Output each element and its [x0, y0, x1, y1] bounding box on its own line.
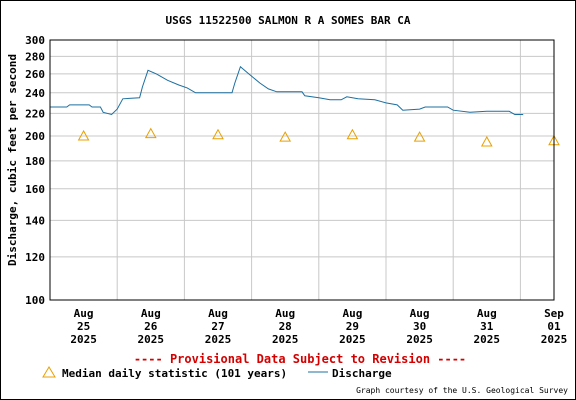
y-tick-label: 180: [25, 155, 45, 168]
y-tick-labels: 100 120 140 160 180 200 220 240 260 280 300: [25, 34, 45, 307]
median-series: [77, 127, 560, 147]
y-tick-label: 140: [25, 214, 45, 227]
median-point: [212, 128, 224, 140]
x-tick-label: 01: [547, 320, 561, 333]
credit-line: Graph courtesy of the U.S. Geological Su…: [356, 386, 568, 395]
provisional-notice: ---- Provisional Data Subject to Revisio…: [134, 352, 466, 366]
x-tick-label: 2025: [205, 333, 232, 346]
x-tick-label: Aug: [342, 307, 362, 320]
y-tick-label: 300: [25, 34, 45, 47]
median-point: [346, 128, 359, 140]
y-tick-label: 200: [25, 130, 45, 143]
discharge-series-line: [50, 65, 524, 116]
x-tick-label: Sep: [544, 307, 564, 320]
x-tick-label: 2025: [272, 333, 299, 346]
y-tick-label: 240: [25, 87, 45, 100]
x-tick-label: 30: [413, 320, 426, 333]
y-tick-label: 160: [25, 183, 45, 196]
x-tick-label: Aug: [410, 307, 430, 320]
median-point: [279, 131, 292, 142]
median-point: [77, 129, 90, 141]
y-tick-label: 100: [25, 294, 45, 307]
median-point: [480, 135, 493, 147]
x-tick-label: 2025: [541, 333, 568, 346]
y-tick-label: 280: [25, 50, 45, 63]
x-tick-label: 2025: [474, 333, 501, 346]
x-tick-labels: Aug252025Aug262025Aug272025Aug282025Aug2…: [70, 307, 567, 346]
x-tick-label: 2025: [138, 333, 165, 346]
grid: [50, 39, 554, 301]
median-point: [144, 127, 157, 139]
y-tick-label: 260: [25, 68, 45, 81]
x-tick-label: Aug: [477, 307, 497, 320]
y-axis-label: Discharge, cubic feet per second: [6, 54, 19, 266]
x-tick-label: 25: [77, 320, 90, 333]
discharge-legend-label: Discharge: [332, 367, 392, 380]
x-tick-label: Aug: [141, 307, 161, 320]
y-tick-label: 220: [25, 107, 45, 120]
x-tick-label: Aug: [208, 307, 228, 320]
x-tick-label: Aug: [275, 307, 295, 320]
x-tick-label: 31: [480, 320, 494, 333]
x-tick-label: 29: [346, 320, 359, 333]
x-tick-label: 2025: [70, 333, 97, 346]
x-tick-label: 28: [279, 320, 292, 333]
legend: Median daily statistic (101 years) Disch…: [42, 366, 392, 380]
median-legend-label: Median daily statistic (101 years): [62, 367, 287, 380]
x-tick-label: Aug: [74, 307, 94, 320]
x-tick-label: 27: [211, 320, 224, 333]
x-tick-label: 2025: [406, 333, 433, 346]
chart-title: USGS 11522500 SALMON R A SOMES BAR CA: [165, 14, 410, 27]
median-legend-icon: [42, 366, 56, 378]
y-tick-label: 120: [25, 251, 45, 264]
plot-border: [49, 39, 555, 301]
median-point: [413, 131, 426, 142]
x-tick-label: 2025: [339, 333, 366, 346]
x-tick-label: 26: [144, 320, 158, 333]
